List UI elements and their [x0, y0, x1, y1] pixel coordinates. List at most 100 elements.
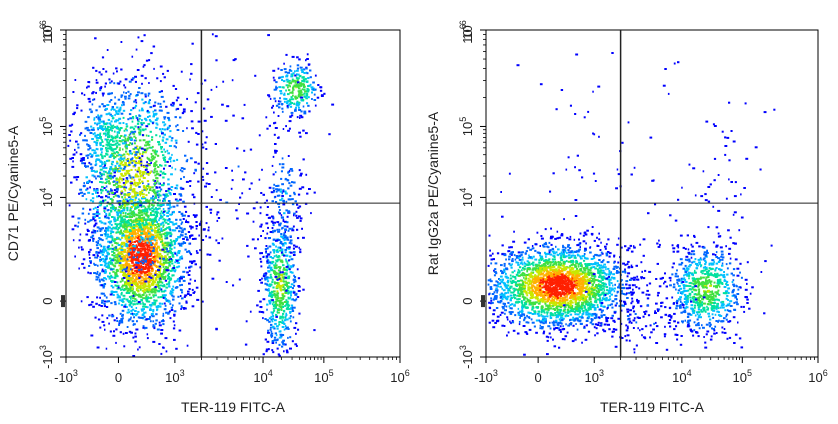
event-dot	[177, 261, 180, 264]
event-dot	[146, 180, 150, 183]
event-dot	[127, 279, 130, 282]
event-dot	[155, 215, 159, 218]
event-dot	[98, 119, 101, 122]
event-dot	[272, 303, 274, 306]
event-dot	[80, 246, 83, 249]
event-dot	[273, 133, 276, 136]
event-dot	[136, 122, 140, 125]
event-dot	[190, 110, 193, 113]
event-dot	[123, 224, 125, 227]
event-dot	[132, 232, 136, 235]
event-dot	[106, 246, 110, 249]
event-dot	[171, 254, 174, 257]
event-dot	[148, 146, 151, 149]
event-dot	[308, 84, 311, 87]
event-dot	[133, 278, 137, 281]
event-dot	[110, 209, 113, 212]
event-dot	[266, 206, 269, 208]
event-dot	[151, 149, 155, 152]
event-dot	[136, 203, 139, 206]
event-dot	[126, 236, 129, 239]
event-dot	[108, 174, 112, 177]
event-dot	[284, 316, 287, 319]
event-dot	[138, 238, 141, 241]
event-dot	[279, 288, 283, 291]
event-dot	[292, 291, 296, 294]
event-dot	[118, 149, 121, 152]
event-dot	[154, 250, 157, 253]
event-dot	[139, 275, 142, 278]
event-dot	[194, 161, 197, 164]
y-tick-label: 104	[38, 188, 55, 207]
event-dot	[135, 261, 138, 264]
event-dot	[297, 84, 300, 87]
event-dot	[91, 231, 94, 234]
event-dot	[123, 129, 126, 132]
event-dot	[118, 117, 121, 120]
event-dot	[587, 307, 591, 310]
event-dot	[140, 164, 143, 167]
event-dot	[218, 259, 221, 262]
event-dot	[138, 224, 141, 227]
event-dot	[295, 83, 298, 86]
event-dot	[131, 221, 134, 224]
event-dot	[112, 192, 116, 195]
event-dot	[150, 260, 153, 262]
event-dot	[101, 103, 104, 106]
event-dot	[151, 242, 154, 245]
event-dot	[119, 159, 122, 162]
event-dot	[130, 268, 132, 271]
event-dot	[268, 320, 271, 323]
event-dot	[107, 262, 110, 265]
y-axis-title: CD71 PE/Cyanine5-A	[5, 125, 21, 261]
event-dot	[101, 270, 104, 273]
event-dot	[126, 200, 129, 203]
event-dot	[141, 243, 144, 246]
event-dot	[105, 233, 108, 236]
event-dot	[288, 281, 290, 284]
event-dot	[278, 354, 281, 357]
event-dot	[274, 273, 277, 276]
event-dot	[115, 126, 118, 129]
event-dot	[116, 259, 119, 262]
event-dot	[279, 333, 283, 336]
event-dot	[95, 141, 98, 144]
event-dot	[179, 227, 183, 230]
event-dot	[271, 294, 274, 297]
event-dot	[284, 305, 286, 307]
event-dot	[96, 254, 99, 257]
event-dot	[136, 193, 139, 196]
event-dot	[98, 105, 101, 108]
event-dot	[225, 281, 228, 283]
event-dot	[278, 209, 281, 211]
event-dot	[294, 280, 297, 283]
event-dot	[132, 297, 135, 300]
event-dot	[161, 132, 164, 135]
event-dot	[105, 148, 108, 151]
event-dot	[269, 256, 272, 258]
event-dot	[165, 350, 168, 353]
event-dot	[141, 98, 144, 101]
event-dot	[177, 250, 181, 253]
event-dot	[221, 237, 224, 240]
event-dot	[161, 215, 164, 218]
event-dot	[138, 182, 142, 185]
event-dot	[143, 257, 146, 260]
event-dot	[132, 204, 136, 207]
event-dot	[154, 257, 157, 260]
event-dot	[174, 168, 177, 171]
event-dot	[201, 143, 204, 146]
event-dot	[281, 103, 284, 105]
event-dot	[105, 70, 108, 73]
event-dot	[142, 185, 146, 188]
event-dot	[98, 243, 102, 246]
event-dot	[151, 203, 153, 206]
event-dot	[142, 266, 145, 269]
event-dot	[244, 171, 247, 174]
event-dot	[141, 276, 143, 279]
event-dot	[139, 175, 142, 178]
event-dot	[153, 229, 156, 232]
event-dot	[113, 169, 116, 172]
event-dot	[125, 216, 129, 218]
event-dot	[111, 244, 114, 247]
